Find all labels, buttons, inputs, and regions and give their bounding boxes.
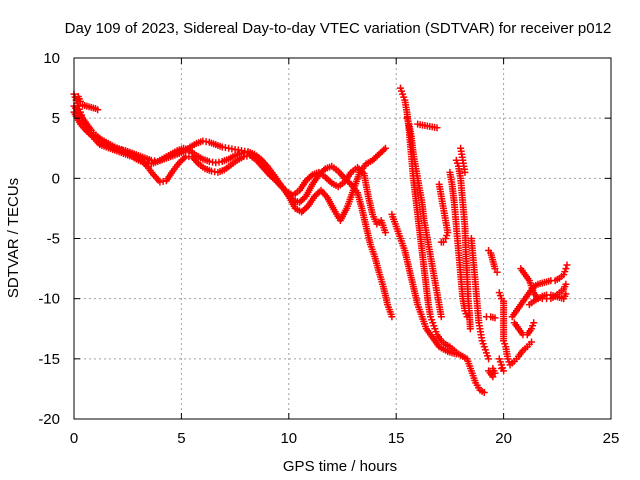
data-point — [461, 168, 469, 176]
data-series-8 — [414, 120, 441, 132]
data-point — [437, 313, 445, 321]
data-point — [489, 373, 497, 381]
data-series-15 — [485, 364, 499, 381]
data-markers — [70, 84, 571, 397]
x-axis-label: GPS time / hours — [283, 458, 397, 475]
data-series-13 — [467, 235, 493, 363]
data-point — [442, 235, 450, 242]
data-point — [485, 355, 493, 363]
data-point — [528, 338, 536, 346]
x-tick-label: 10 — [280, 430, 297, 447]
y-tick-label: -5 — [47, 231, 60, 248]
data-point — [94, 106, 102, 114]
data-point — [381, 228, 389, 236]
data-point — [452, 350, 460, 358]
y-tick-label: -15 — [38, 351, 60, 368]
data-point — [491, 265, 499, 273]
data-series-12 — [457, 144, 469, 176]
x-tick-label: 5 — [177, 430, 185, 447]
data-series-10 — [446, 168, 471, 321]
data-series-20 — [508, 261, 571, 321]
data-point — [562, 290, 570, 298]
data-point — [466, 325, 474, 333]
data-point — [437, 238, 445, 246]
data-point — [388, 313, 396, 321]
data-point — [562, 280, 570, 288]
data-point — [562, 265, 570, 273]
data-point — [530, 319, 538, 327]
data-point — [414, 120, 422, 128]
data-point — [480, 389, 488, 397]
data-point — [76, 97, 84, 105]
data-series-7 — [403, 114, 445, 321]
data-series-9 — [435, 180, 452, 246]
y-tick-label: 5 — [52, 110, 60, 127]
data-series-4 — [74, 93, 102, 114]
data-point — [497, 364, 505, 372]
data-series-22 — [525, 290, 570, 309]
data-series-14 — [482, 313, 499, 322]
data-point — [381, 144, 389, 152]
chart-title: Day 109 of 2023, Sidereal Day-to-day VTE… — [65, 20, 612, 37]
data-series-17 — [495, 289, 536, 369]
x-tick-label: 0 — [70, 430, 78, 447]
x-tick-label: 15 — [388, 430, 405, 447]
data-point — [491, 314, 499, 322]
data-series-3 — [70, 108, 389, 236]
x-tick-label: 20 — [495, 430, 512, 447]
y-tick-label: -10 — [38, 291, 60, 308]
grid — [74, 58, 611, 419]
data-series-19 — [510, 319, 538, 339]
x-tick-label: 25 — [603, 430, 620, 447]
data-series-6 — [388, 210, 460, 358]
data-point — [489, 364, 497, 372]
data-series-18 — [495, 355, 508, 375]
data-series-2 — [70, 102, 389, 224]
axis-ticks: 0 5 10 15 20 25 -20 -15 -10 -5 0 5 10 — [38, 50, 619, 447]
y-axis-label: SDTVAR / TECUs — [5, 178, 22, 298]
data-point — [563, 261, 571, 269]
y-tick-label: -20 — [38, 411, 60, 428]
y-tick-label: 10 — [43, 50, 60, 67]
y-tick-label: 0 — [52, 170, 60, 187]
data-series-16 — [485, 247, 501, 276]
data-point — [493, 268, 501, 276]
